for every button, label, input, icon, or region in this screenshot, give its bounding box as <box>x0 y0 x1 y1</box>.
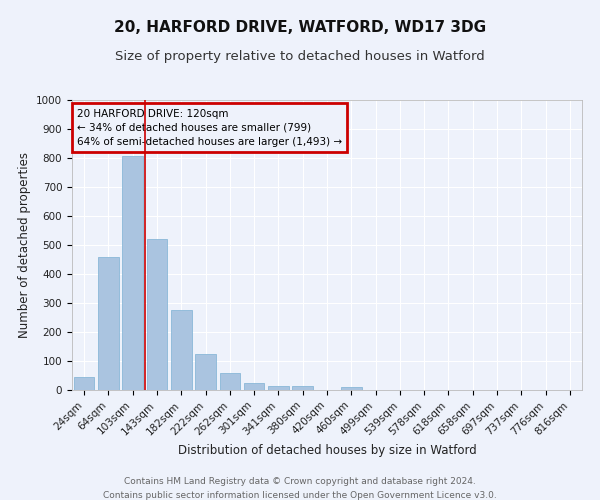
Text: Contains HM Land Registry data © Crown copyright and database right 2024.: Contains HM Land Registry data © Crown c… <box>124 478 476 486</box>
Bar <box>268 386 289 390</box>
Bar <box>98 256 119 390</box>
Bar <box>195 354 216 390</box>
Y-axis label: Number of detached properties: Number of detached properties <box>17 152 31 338</box>
X-axis label: Distribution of detached houses by size in Watford: Distribution of detached houses by size … <box>178 444 476 456</box>
Bar <box>341 387 362 390</box>
Text: 20 HARFORD DRIVE: 120sqm
← 34% of detached houses are smaller (799)
64% of semi-: 20 HARFORD DRIVE: 120sqm ← 34% of detach… <box>77 108 342 146</box>
Bar <box>171 310 191 390</box>
Text: Size of property relative to detached houses in Watford: Size of property relative to detached ho… <box>115 50 485 63</box>
Bar <box>74 376 94 390</box>
Bar <box>244 383 265 390</box>
Bar <box>146 239 167 390</box>
Text: 20, HARFORD DRIVE, WATFORD, WD17 3DG: 20, HARFORD DRIVE, WATFORD, WD17 3DG <box>114 20 486 35</box>
Text: Contains public sector information licensed under the Open Government Licence v3: Contains public sector information licen… <box>103 491 497 500</box>
Bar <box>220 372 240 390</box>
Bar <box>122 156 143 390</box>
Bar <box>292 386 313 390</box>
